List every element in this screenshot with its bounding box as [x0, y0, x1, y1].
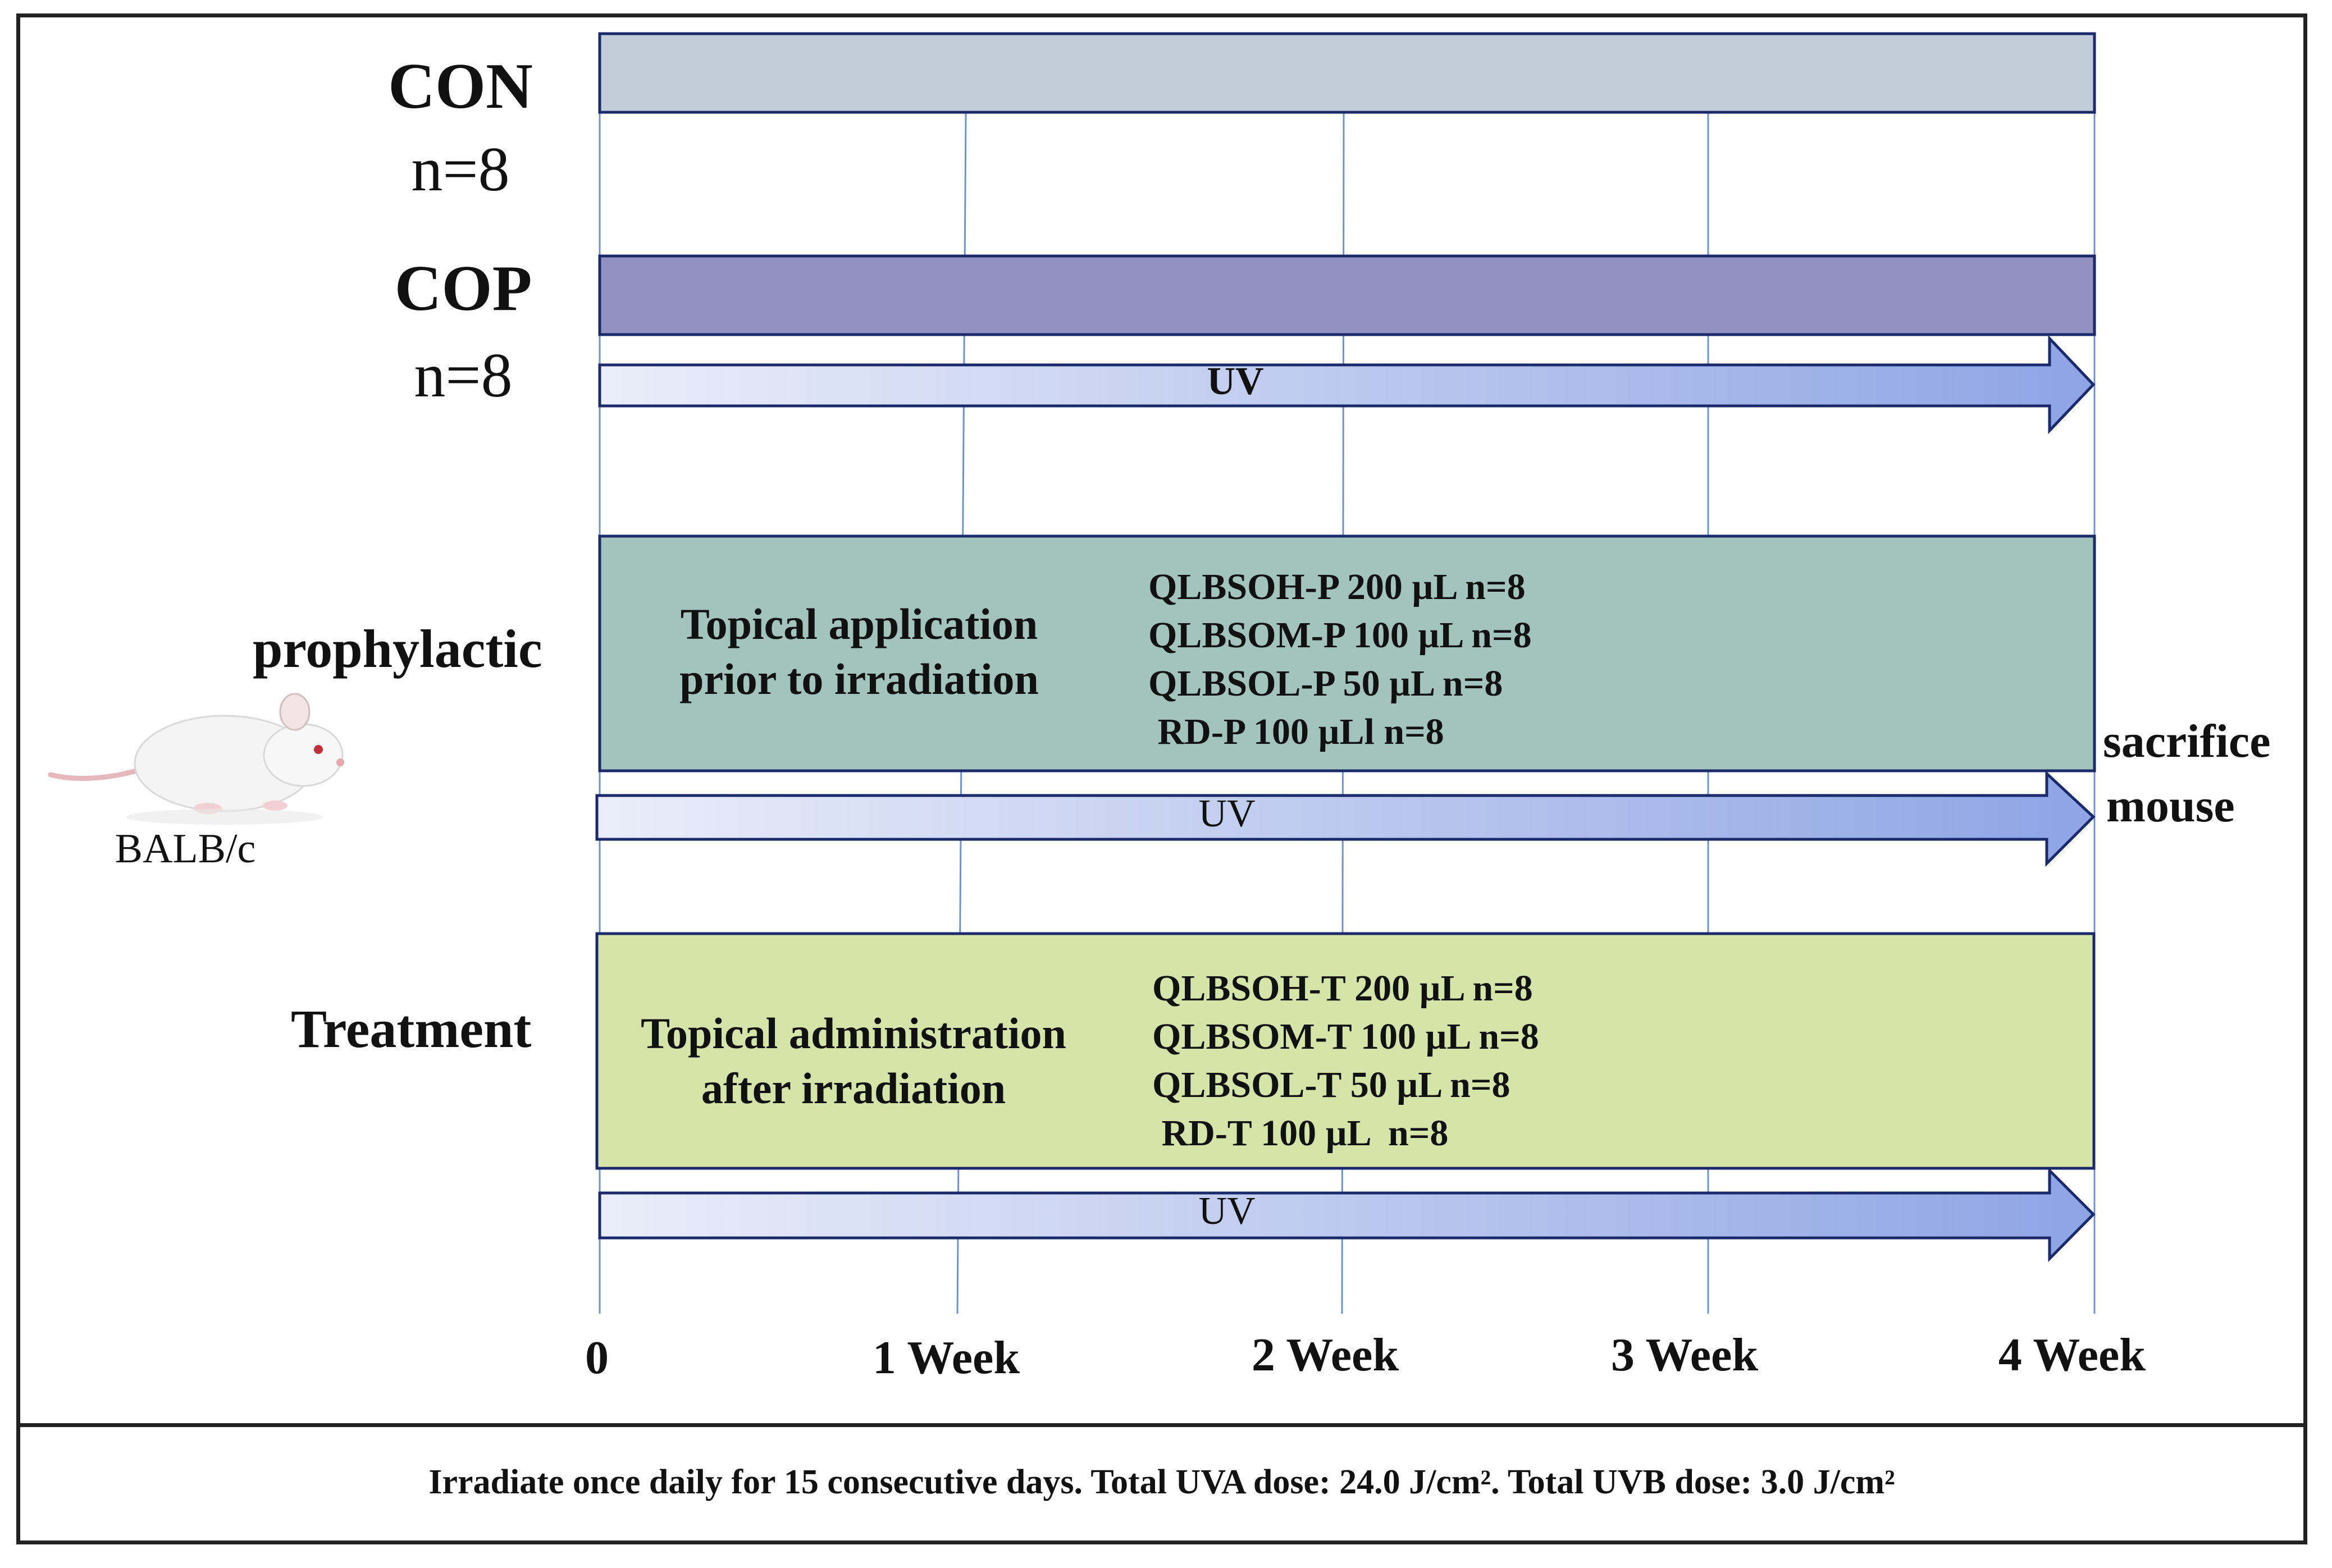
- uv-arrow-prophylactic: [595, 770, 2096, 867]
- prophylactic-subgroup-list: QLBSOH-P 200 µL n=8 QLBSOM-P 100 µL n=8 …: [1148, 563, 1532, 756]
- diagram-frame: [16, 13, 2307, 1544]
- cop-group-label: COP: [394, 253, 532, 324]
- uv-label-treatment: UV: [1198, 1190, 1256, 1233]
- con-n-label: n=8: [411, 135, 510, 204]
- con-bar: [598, 32, 2096, 114]
- treatment-subgroup: QLBSOL-T 50 µL n=8: [1152, 1064, 1510, 1105]
- uv-label-cop: UV: [1207, 360, 1264, 403]
- con-group-label: CON: [388, 51, 533, 122]
- endpoint-line-2: mouse: [2106, 780, 2235, 832]
- prophylactic-subgroup: QLBSOM-P 100 µL n=8: [1148, 615, 1532, 656]
- treatment-label: Treatment: [291, 999, 532, 1059]
- treatment-description: Topical administration after irradiation: [618, 1006, 1089, 1116]
- treatment-subgroup: RD-T 100 µL n=8: [1152, 1113, 1449, 1154]
- footnote: Irradiate once daily for 15 consecutive …: [428, 1463, 1895, 1501]
- prophylactic-box: [598, 534, 2096, 772]
- prophylactic-description-line-1: Topical application: [680, 600, 1038, 648]
- strain-label: BALB/c: [115, 826, 256, 872]
- cop-bar: [598, 254, 2096, 336]
- prophylactic-description-line-2: prior to irradiation: [679, 655, 1039, 703]
- tick-label-week-2: 2 Week: [1251, 1329, 1399, 1381]
- treatment-box: [595, 932, 2096, 1170]
- treatment-description-line-2: after irradiation: [701, 1064, 1006, 1113]
- prophylactic-subgroup: QLBSOH-P 200 µL n=8: [1148, 566, 1526, 607]
- white-mouse-icon: [48, 693, 344, 825]
- treatment-subgroup: QLBSOM-T 100 µL n=8: [1152, 1016, 1539, 1057]
- footnote-divider: [16, 1423, 2307, 1427]
- treatment-subgroup: QLBSOH-T 200 µL n=8: [1152, 968, 1533, 1009]
- tick-label-week-1: 1 Week: [872, 1332, 1020, 1384]
- endpoint-line-1: sacrifice: [2103, 715, 2271, 767]
- prophylactic-label: prophylactic: [253, 619, 542, 679]
- cop-n-label: n=8: [414, 341, 513, 410]
- prophylactic-subgroup: QLBSOL-P 50 µL n=8: [1148, 663, 1503, 704]
- treatment-description-line-1: Topical administration: [641, 1009, 1066, 1058]
- uv-arrow-treatment: [598, 1167, 2096, 1263]
- endpoint-label: sacrifice mouse: [2103, 709, 2270, 838]
- tick-label-week-3: 3 Week: [1610, 1329, 1759, 1381]
- uv-label-prophylactic: UV: [1198, 792, 1256, 835]
- prophylactic-description: Topical application prior to irradiation: [640, 597, 1078, 707]
- treatment-subgroup-list: QLBSOH-T 200 µL n=8 QLBSOM-T 100 µL n=8 …: [1152, 964, 1539, 1158]
- prophylactic-subgroup: RD-P 100 µLl n=8: [1148, 711, 1444, 752]
- uv-arrow-cop: [598, 335, 2096, 435]
- tick-label-week-0: 0: [585, 1332, 609, 1384]
- tick-label-week-4: 4 Week: [1998, 1329, 2146, 1381]
